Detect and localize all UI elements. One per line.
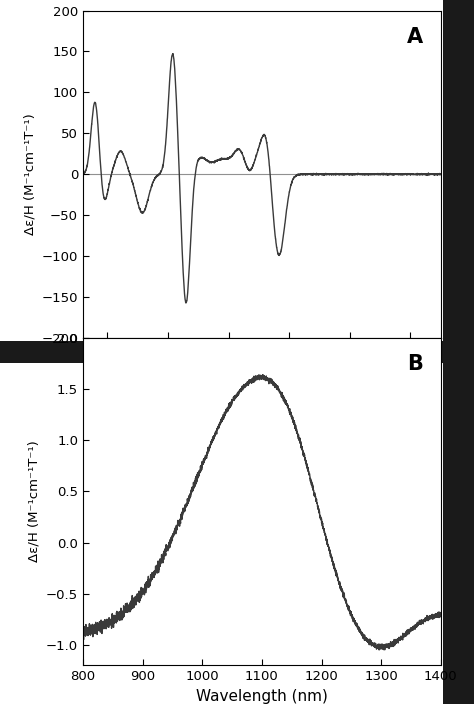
Y-axis label: Δε/H (M⁻¹cm⁻¹T⁻¹): Δε/H (M⁻¹cm⁻¹T⁻¹) xyxy=(27,441,40,562)
Text: A: A xyxy=(407,27,423,47)
Text: B: B xyxy=(407,354,423,375)
X-axis label: Wavelength (nm): Wavelength (nm) xyxy=(196,361,328,377)
X-axis label: Wavelength (nm): Wavelength (nm) xyxy=(196,689,328,704)
Y-axis label: Δε/H (M⁻¹cm⁻¹T⁻¹): Δε/H (M⁻¹cm⁻¹T⁻¹) xyxy=(23,113,36,235)
